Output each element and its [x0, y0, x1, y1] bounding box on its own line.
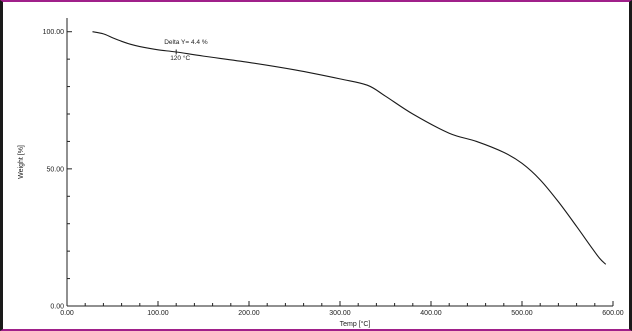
series-group — [92, 31, 607, 265]
x-tick-label: 400.00 — [420, 310, 442, 317]
x-axis-label: Temp [°C] — [340, 320, 371, 328]
x-tick-label: 500.00 — [511, 310, 533, 317]
y-ticks: 0.00 50.00 100.00 — [43, 29, 72, 311]
x-tick-label: 100.00 — [147, 310, 169, 317]
x-tick-label: 0.00 — [60, 310, 74, 317]
temperature-annotation: 120 °C — [170, 54, 190, 62]
y-tick-label: 0.00 — [50, 304, 64, 311]
x-tick-label: 600.00 — [602, 310, 624, 317]
x-tick-label: 300.00 — [329, 310, 351, 317]
x-ticks: 0.00 100.00 200.00 300.00 400.00 500.00 600.00 — [60, 301, 624, 317]
delta-y-annotation: Delta Y= 4.4 % — [164, 39, 208, 46]
annotations-group: Delta Y= 4.4 % 120 °C — [164, 39, 208, 62]
chart-axes — [66, 18, 613, 307]
y-axis-label: Weight [%] — [18, 145, 25, 179]
y-tick-label: 100.00 — [43, 29, 65, 36]
y-tick-label: 50.00 — [46, 166, 64, 173]
weight-curve — [92, 31, 607, 265]
x-tick-label: 200.00 — [238, 310, 260, 317]
